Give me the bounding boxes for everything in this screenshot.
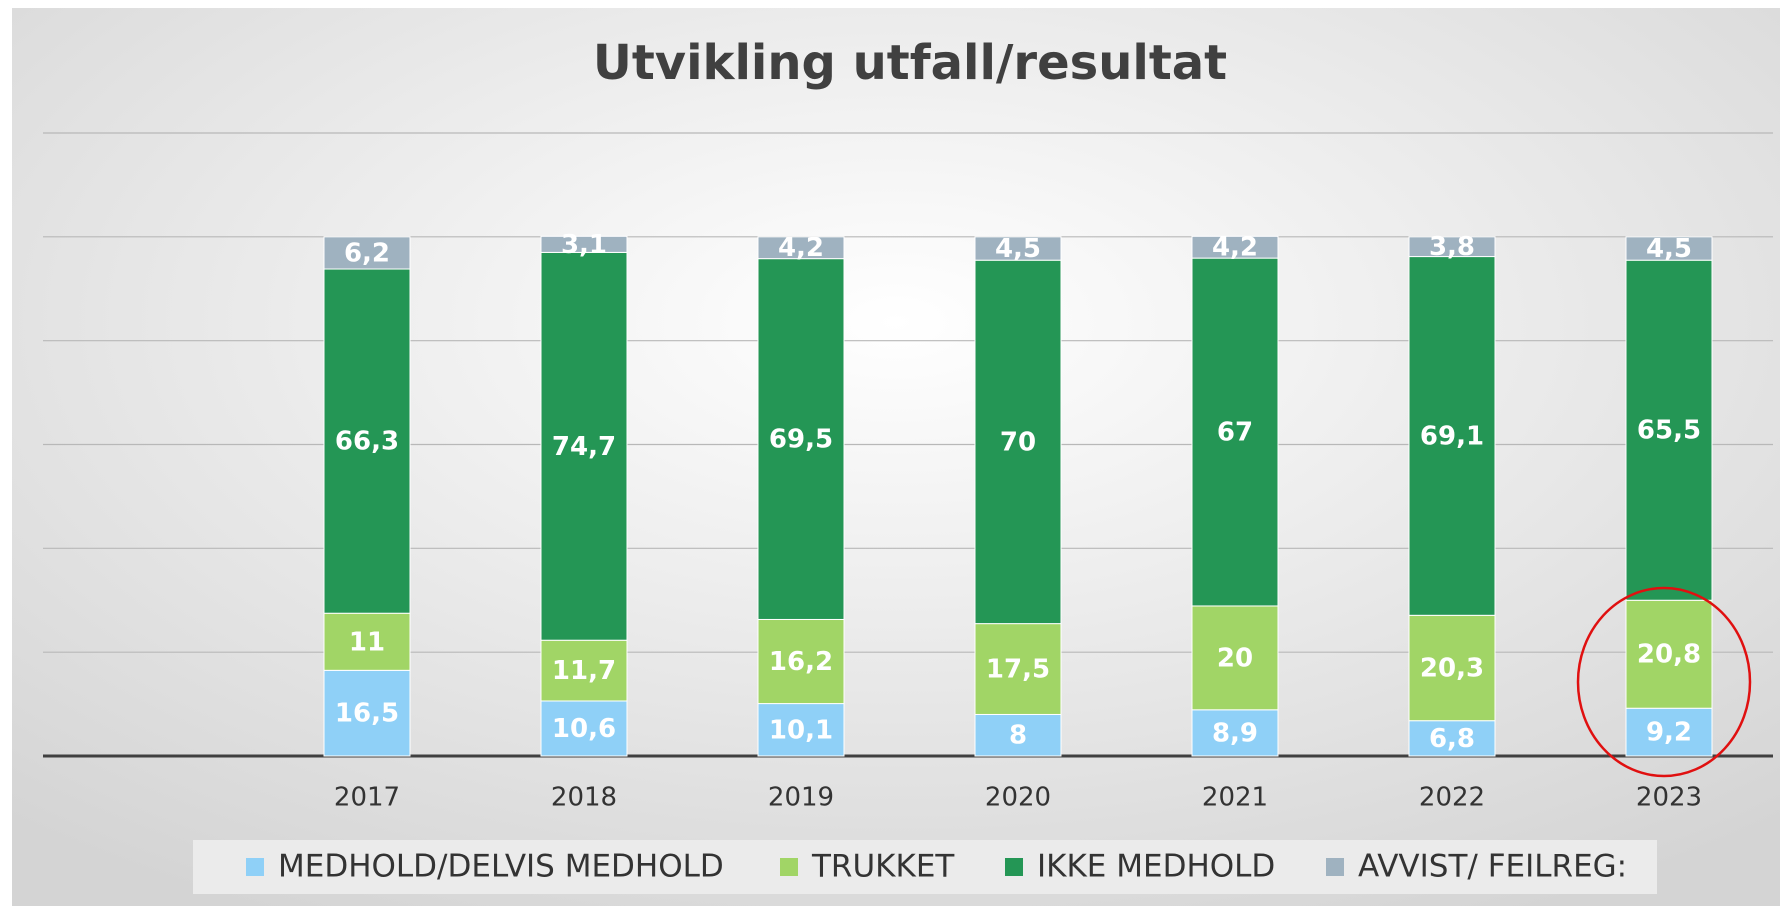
- bar-segment: [974, 259, 1062, 625]
- data-label: 11,7: [552, 656, 616, 686]
- x-tick-label: 2022: [1419, 783, 1485, 813]
- data-label: 4,5: [995, 234, 1041, 264]
- data-label: 17,5: [986, 655, 1050, 685]
- legend-label: TRUKKET: [811, 849, 955, 885]
- legend: MEDHOLD/DELVIS MEDHOLD TRUKKET IKKE MEDHOL…: [246, 849, 1627, 885]
- bar-segment: [974, 713, 1062, 757]
- data-label: 16,5: [335, 699, 399, 729]
- bar-segment: [757, 236, 845, 260]
- chart-background: [12, 8, 1780, 906]
- data-label: 20,8: [1637, 640, 1701, 670]
- bar-segment: [1625, 236, 1713, 261]
- bar-segment: [540, 235, 628, 253]
- data-label: 67: [1217, 418, 1253, 448]
- bar-segment: [1191, 235, 1279, 259]
- x-tick-label: 2020: [985, 783, 1051, 813]
- data-label: 20: [1217, 643, 1253, 673]
- x-tick-label: 2017: [334, 783, 400, 813]
- data-label: 3,1: [561, 230, 607, 260]
- data-label: 3,8: [1429, 232, 1475, 262]
- data-label: 4,5: [1646, 234, 1692, 264]
- bar-segment: [1408, 720, 1496, 757]
- data-label: 10,6: [552, 714, 616, 744]
- data-label: 20,3: [1420, 654, 1484, 684]
- data-label: 16,2: [769, 647, 833, 677]
- data-label: 66,3: [335, 427, 399, 457]
- bar-segment: [323, 236, 411, 270]
- legend-swatch: [1326, 858, 1344, 876]
- data-label: 6,2: [344, 238, 390, 268]
- data-label: 65,5: [1637, 416, 1701, 446]
- data-label: 69,1: [1420, 421, 1484, 451]
- legend-label: AVVIST/ FEILREG:: [1358, 849, 1627, 885]
- data-label: 6,8: [1429, 724, 1475, 754]
- data-label: 8: [1009, 721, 1027, 751]
- bar-segment: [540, 639, 628, 702]
- x-tick-label: 2019: [768, 783, 834, 813]
- bar-segment: [757, 618, 845, 705]
- x-tick-label: 2023: [1636, 783, 1702, 813]
- bar-segment: [1408, 236, 1496, 258]
- bar-segment: [540, 700, 628, 757]
- data-label: 4,2: [1212, 233, 1258, 263]
- bar-segment: [1625, 599, 1713, 709]
- bars: 2017 16,5 11 66,3 6,2 2018 10,6 11,7 74,7 3,1 2019…: [323, 230, 1713, 813]
- bar-segment: [1408, 614, 1496, 722]
- x-tick-label: 2021: [1202, 783, 1268, 813]
- data-label: 10,1: [769, 715, 833, 745]
- data-label: 69,5: [769, 425, 833, 455]
- bar-segment: [974, 236, 1062, 261]
- legend-box: [193, 840, 1657, 894]
- data-label: 11: [349, 627, 385, 657]
- legend-swatch: [780, 858, 798, 876]
- bar-segment: [323, 268, 411, 614]
- bar-segment: [757, 258, 845, 620]
- chart-title: Utvikling utfall/resultat: [593, 35, 1227, 91]
- legend-swatch: [246, 858, 264, 876]
- legend-label: IKKE MEDHOLD: [1037, 849, 1275, 885]
- data-label: 70: [1000, 427, 1036, 457]
- highlight-circle: [1576, 586, 1752, 778]
- bar-segment: [1625, 707, 1713, 757]
- x-tick-label: 2018: [551, 783, 617, 813]
- bar-segment: [1408, 256, 1496, 616]
- data-label: 74,7: [552, 432, 616, 462]
- data-label: 8,9: [1212, 718, 1258, 748]
- bar-segment: [540, 251, 628, 641]
- data-label: 9,2: [1646, 718, 1692, 748]
- legend-swatch: [1005, 858, 1023, 876]
- bar-segment: [323, 612, 411, 671]
- bar-segment: [1625, 259, 1713, 601]
- bar-segment: [757, 703, 845, 757]
- legend-label: MEDHOLD/DELVIS MEDHOLD: [278, 849, 724, 885]
- bar-segment: [974, 623, 1062, 715]
- data-label: 4,2: [778, 233, 824, 263]
- bar-segment: [1191, 257, 1279, 607]
- bar-segment: [1191, 605, 1279, 711]
